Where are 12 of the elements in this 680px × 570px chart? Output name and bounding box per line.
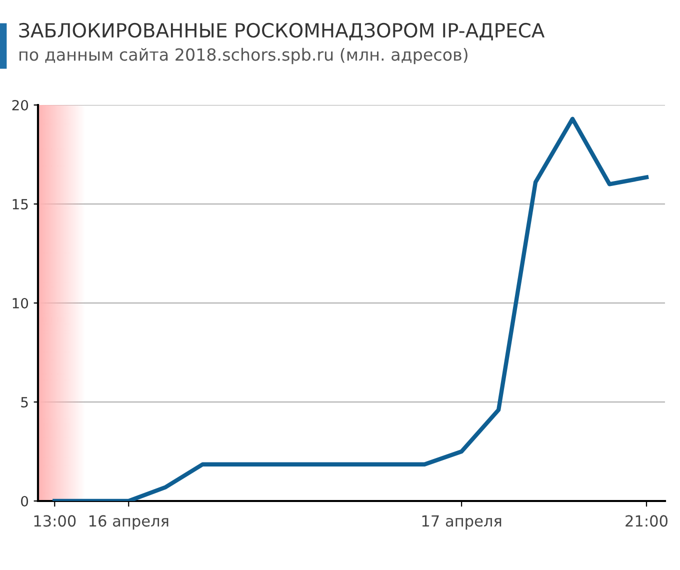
chart-subtitle: по данным сайта 2018.schors.spb.ru (млн. адресов) bbox=[20, 48, 468, 64]
y-tick-label: 20 bbox=[12, 100, 28, 110]
y-tick-label: 0 bbox=[21, 496, 28, 506]
chart-title: ЗАБЛОКИРОВАННЫЕ РОСКОМНАДЗОРОМ IP-АДРЕСА bbox=[19, 22, 545, 40]
line-series bbox=[52, 116, 649, 501]
x-tick-label: 17 апреля bbox=[422, 515, 502, 530]
x-tick-label: 21:00 bbox=[626, 515, 668, 527]
x-tick-label: 16 апреля bbox=[89, 515, 168, 530]
y-tick-label: 15 bbox=[12, 199, 28, 210]
x-tick-label: 13:00 bbox=[34, 515, 76, 527]
y-tick-label: 5 bbox=[21, 397, 28, 408]
y-tick-label: 10 bbox=[12, 298, 28, 308]
